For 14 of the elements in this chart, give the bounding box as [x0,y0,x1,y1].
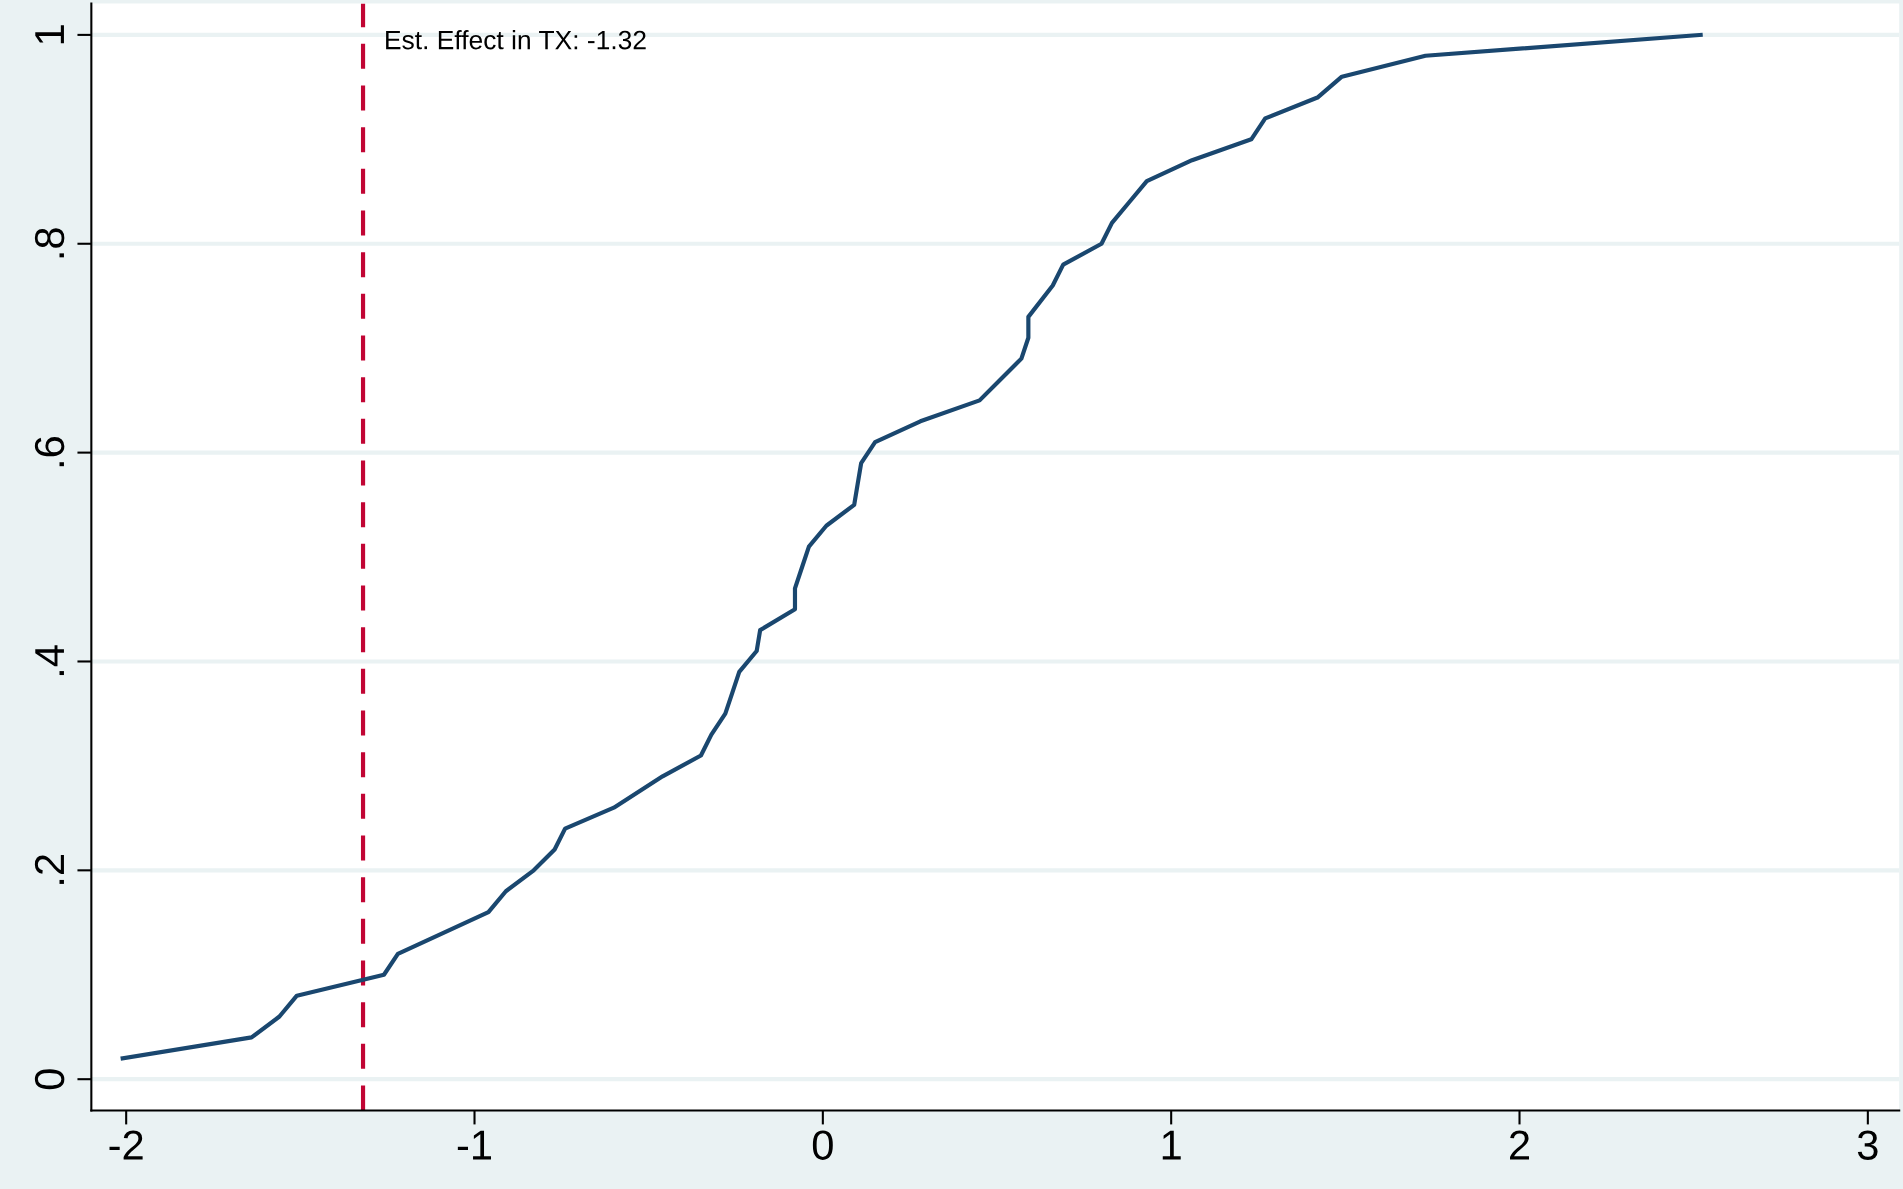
y-tick-label: .6 [34,437,65,467]
line-series [120,32,1703,1061]
x-tick-label: 3 [1857,1130,1878,1160]
y-tick-label: .2 [34,855,64,884]
x-tick-label: 1 [1162,1130,1181,1160]
y-tick-label: .4 [35,645,64,676]
x-tick-label: -1 [457,1130,491,1160]
x-tick-label: 2 [1510,1130,1530,1160]
y-tick-label: 1 [35,25,64,44]
y-tick-label: 0 [34,1069,65,1090]
y-tick-label: .8 [34,228,65,258]
x-tick-label: -2 [109,1130,143,1160]
x-tick-label: 0 [812,1130,833,1160]
ref-line-label: Est. Effect in TX: -1.32 [386,30,646,50]
